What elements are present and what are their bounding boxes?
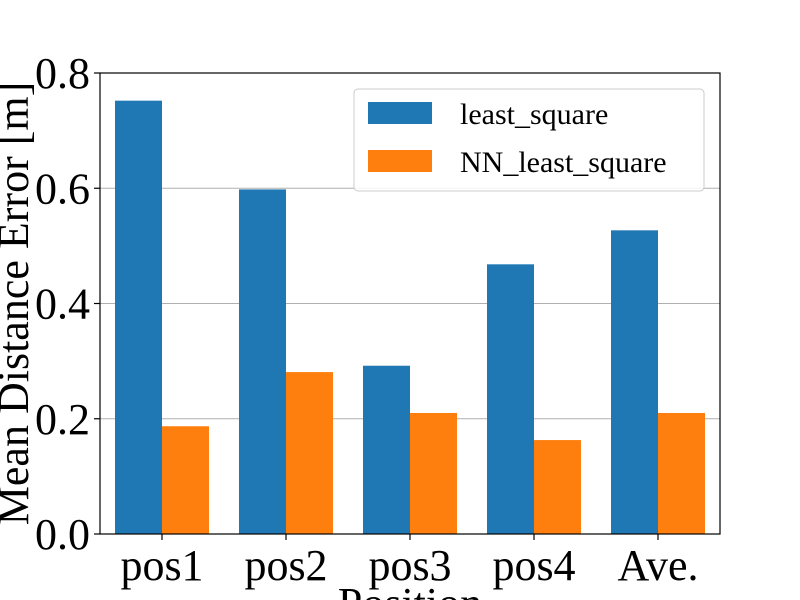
x-axis-ticks: pos1 pos2 pos3 pos4 Ave. (120, 534, 699, 590)
x-axis-label: Position (338, 579, 482, 600)
y-tick-label: 0.4 (35, 280, 90, 329)
legend-box (353, 88, 705, 192)
y-axis-label: Mean Distance Error [m] (0, 82, 38, 525)
bar-least-square-pos2 (239, 189, 286, 534)
legend-label-nn-least-square: NN_least_square (460, 146, 667, 179)
legend-swatch-nn-least-square (368, 150, 432, 172)
legend: least_square NN_least_square (353, 88, 705, 192)
y-tick-label: 0.2 (35, 395, 90, 444)
y-axis-ticks: 0.0 0.2 0.4 0.6 0.8 (35, 49, 100, 559)
bar-nn-least-square-ave (658, 412, 705, 534)
bar-least-square-pos3 (363, 365, 410, 534)
y-tick-label: 0.0 (35, 510, 90, 559)
legend-swatch-least-square (368, 102, 432, 124)
bar-least-square-pos4 (487, 264, 534, 534)
bar-nn-least-square-pos2 (286, 372, 333, 534)
x-tick-label: Ave. (617, 541, 698, 590)
y-tick-label: 0.6 (35, 164, 90, 213)
bar-nn-least-square-pos1 (162, 426, 209, 534)
bars (115, 100, 705, 534)
bar-nn-least-square-pos4 (534, 440, 581, 534)
x-tick-label: pos3 (368, 541, 451, 590)
bar-least-square-ave (611, 230, 658, 534)
bar-nn-least-square-pos3 (410, 412, 457, 534)
x-tick-label: pos1 (120, 541, 203, 590)
legend-label-least-square: least_square (460, 98, 608, 131)
x-tick-label: pos4 (492, 541, 575, 590)
y-tick-label: 0.8 (35, 49, 90, 98)
bar-least-square-pos1 (115, 100, 162, 534)
x-tick-label: pos2 (244, 541, 327, 590)
